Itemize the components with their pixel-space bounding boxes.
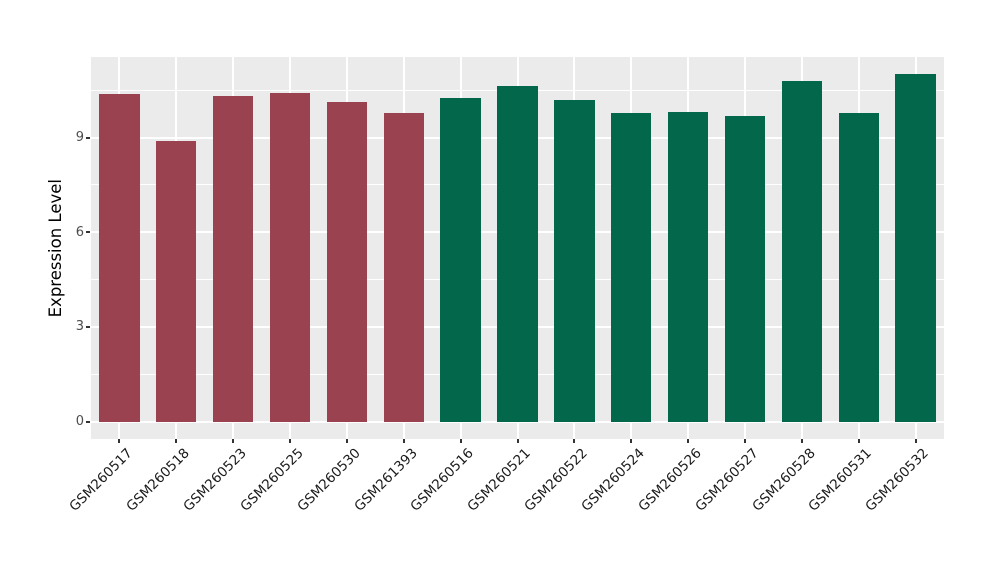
x-tick-mark	[232, 439, 235, 443]
bar-GSM260532	[895, 74, 936, 422]
x-tick-mark	[687, 439, 690, 443]
bar-GSM260526	[667, 111, 709, 422]
bar-GSM260523	[212, 95, 254, 422]
bar-GSM260521	[497, 86, 538, 422]
x-tick-mark	[345, 439, 348, 443]
bar-GSM260524	[611, 113, 652, 422]
bar-GSM260528	[781, 80, 823, 422]
bar-GSM261393	[383, 113, 424, 422]
bar-GSM260527	[724, 116, 766, 422]
x-tick-mark	[289, 439, 292, 443]
x-tick-mark	[516, 439, 519, 443]
y-axis-title: Expression Level	[40, 57, 70, 439]
y-tick-label: 0	[75, 414, 84, 430]
y-axis-title-text: Expression Level	[45, 178, 65, 318]
y-tick-label: 9	[75, 130, 84, 145]
x-tick-mark	[175, 439, 178, 443]
x-tick-mark	[459, 439, 462, 443]
gridline-major	[91, 420, 944, 423]
plot-panel	[91, 57, 944, 439]
bar-GSM260517	[99, 94, 140, 422]
bar-GSM260522	[554, 99, 595, 422]
x-tick-mark	[630, 439, 633, 443]
bar-GSM260525	[269, 93, 311, 422]
y-tick-mark	[86, 231, 90, 234]
x-tick-mark	[800, 439, 803, 443]
y-tick-label: 6	[75, 224, 84, 240]
bar-GSM260516	[440, 98, 481, 422]
bar-GSM260531	[838, 112, 879, 422]
x-tick-mark	[118, 439, 121, 443]
y-tick-mark	[86, 420, 90, 423]
x-tick-mark	[857, 439, 860, 443]
x-tick-mark	[402, 439, 405, 443]
y-tick-mark	[86, 136, 90, 139]
x-tick-mark	[743, 439, 746, 443]
y-tick-label: 3	[75, 319, 84, 335]
x-tick-mark	[914, 439, 917, 443]
y-tick-mark	[86, 325, 90, 328]
x-tick-mark	[573, 439, 576, 443]
bar-GSM260518	[156, 140, 197, 422]
bar-GSM260530	[326, 102, 368, 422]
